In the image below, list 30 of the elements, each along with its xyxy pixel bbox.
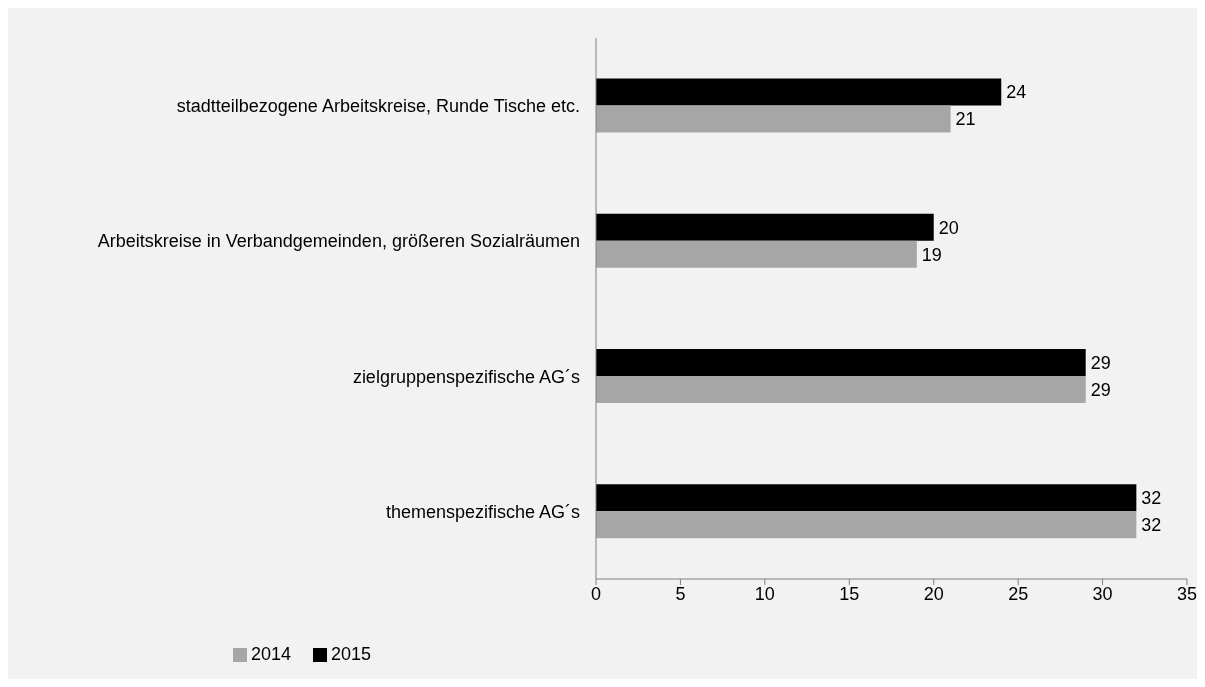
x-tick-label: 35: [1176, 583, 1198, 604]
data-label: 29: [1090, 352, 1111, 373]
bar: [596, 213, 934, 241]
y-tick-label: themenspezifische AG´s: [385, 501, 580, 522]
data-label: 32: [1141, 488, 1162, 509]
legend-label: 2014: [251, 644, 292, 664]
data-label: 19: [921, 244, 942, 265]
data-label: 29: [1090, 379, 1111, 400]
y-tick-label: Arbeitskreise in Verbandgemeinden, größeren Sozialräumen: [97, 231, 580, 252]
bar: [596, 376, 1086, 404]
x-tick-label: 25: [1008, 583, 1029, 604]
data-label: 32: [1141, 515, 1162, 536]
bar: [596, 240, 917, 268]
data-label: 24: [1006, 82, 1027, 103]
x-tick-label: 5: [675, 583, 686, 604]
x-tick-label: 10: [754, 583, 775, 604]
legend-label: 2015: [331, 644, 372, 664]
x-tick-label: 0: [590, 583, 602, 604]
data-label: 20: [938, 217, 959, 238]
x-tick-label: 15: [839, 583, 860, 604]
bar: [596, 484, 1137, 512]
y-tick-label: stadtteilbezogene Arbeitskreise, Runde Tische etc.: [176, 96, 580, 117]
data-label: 21: [955, 109, 976, 130]
x-tick-label: 30: [1092, 583, 1113, 604]
x-tick-label: 20: [923, 583, 944, 604]
y-tick-label: zielgruppenspezifische AG´s: [352, 366, 580, 387]
bar: [596, 349, 1086, 377]
bar: [596, 105, 951, 133]
bar: [596, 78, 1002, 106]
bar: [596, 511, 1137, 539]
